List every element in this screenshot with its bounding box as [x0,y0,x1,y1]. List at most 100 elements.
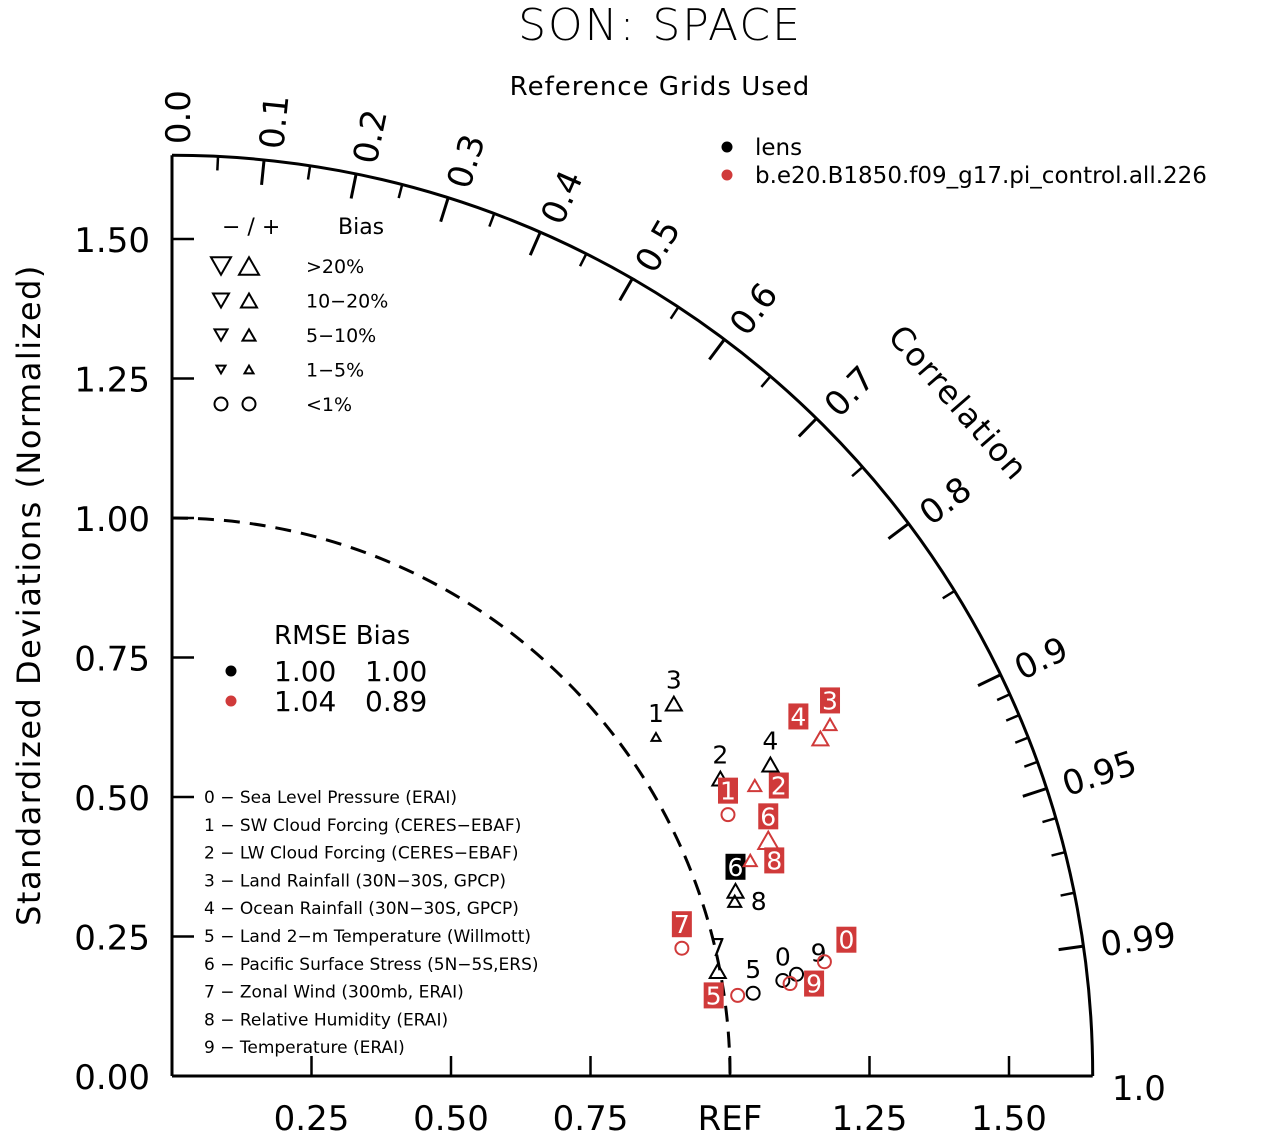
data-point-marker [649,731,663,742]
data-point-label-box [725,853,746,880]
data-point-label: 4 [790,702,806,731]
data-point-label-box [804,970,825,997]
case-legend-item: 7 − Zonal Wind (300mb, ERAI) [204,983,464,1003]
data-point-label: 7 [674,910,690,939]
series-legend-name: b.e20.B1850.f09_g17.pi_control.all.226 [755,163,1207,189]
data-point-label: 9 [806,970,822,999]
corr-major-tick [260,159,266,186]
data-point-label: 2 [771,772,787,801]
corr-minor-tick [942,589,956,600]
data-point-label: 1 [720,777,736,806]
corr-major-tick [887,522,910,540]
bias-legend-up-triangle-icon [237,255,261,276]
bias-legend-down-triangle-icon [213,396,229,412]
corr-minor-tick [306,165,312,180]
case-legend-item: 1 − SW Cloud Forcing (CERES−EBAF) [204,816,521,836]
corr-minor-tick [397,184,404,199]
stats-legend-bias: 1.00 [365,655,427,688]
corr-major-tick [439,197,450,223]
data-point-label: 6 [728,853,744,882]
corr-tick-label: 0.95 [1057,743,1141,805]
corr-major-tick [1058,944,1084,952]
corr-minor-tick [1023,760,1038,768]
corr-tick-label: 0.9 [1008,629,1074,689]
chart-subtitle: Reference Grids Used [510,72,811,102]
data-point-marker [810,729,831,747]
y-tick-label: 1.50 [74,221,150,261]
corr-tick-label: 0.5 [627,213,689,280]
corr-tick-label: 0.0 [159,90,199,144]
data-point-label: 0 [838,926,854,955]
stats-legend-bias: 0.89 [365,685,427,718]
data-point-label-box [768,772,789,799]
corr-minor-tick [1042,817,1057,824]
correlation-label: Correlation [881,318,1036,489]
data-point-marker [664,694,684,712]
corr-major-tick [797,417,818,438]
corr-tick-label: 0.6 [722,276,786,343]
case-legend-item: 4 − Ocean Rainfall (30N−30S, GPCP) [204,899,519,919]
correlation-arc [171,153,1095,1077]
x-tick-label: REF [698,1099,763,1135]
data-point-label: 4 [762,726,778,755]
corr-major-tick [1022,787,1048,798]
corr-minor-tick [1014,736,1029,744]
data-point-label: 5 [706,981,722,1010]
case-legend-item: 8 − Relative Humidity (ERAI) [204,1010,448,1030]
bias-legend-up-triangle-icon [240,327,258,342]
bias-legend-up-triangle-icon [242,363,256,375]
corr-tick-label: 0.1 [252,93,297,151]
corr-minor-tick [669,306,680,320]
data-point-marker [746,777,764,793]
data-point-label: 6 [760,802,776,831]
bias-legend-class: 5−10% [306,325,376,347]
x-tick-label: 1.50 [971,1099,1047,1135]
data-point-marker [745,985,761,1001]
stats-legend-dot-icon [225,695,237,707]
y-tick-label: 0.75 [74,640,150,680]
stats-legend-rmse: 1.00 [274,655,336,688]
corr-minor-tick [1051,850,1066,857]
case-legend-item: 3 − Land Rainfall (30N−30S, GPCP) [204,871,506,891]
stats-legend-dot-icon [225,665,237,677]
data-point-label: 5 [745,955,761,984]
bias-legend-class: 1−5% [306,360,364,382]
bias-legend-down-triangle-icon [209,256,233,277]
case-legend-item: 9 − Temperature (ERAI) [204,1038,405,1058]
data-point-label: 8 [751,887,767,916]
data-point-marker [742,852,759,868]
chart-title: SON: SPACE [518,0,802,51]
bias-legend-sign-header: − / + [222,215,280,240]
bias-legend-down-triangle-icon [214,364,228,376]
case-legend-item: 5 − Land 2−m Temperature (Willmott) [204,927,531,947]
x-tick-label: 0.25 [274,1099,350,1135]
data-point-label-box [836,926,857,953]
case-legend-item: 6 − Pacific Surface Stress (5N−5S,ERS) [204,955,539,975]
stats-legend-rmse: 1.04 [274,685,336,718]
series-legend-dot-icon [721,169,733,181]
x-tick-label: 0.75 [553,1099,629,1135]
data-point-label-box [788,703,809,730]
data-point-label: 9 [811,938,827,967]
data-point-label-box [703,982,724,1009]
data-point-label-box [717,777,738,804]
y-tick-label: 0.50 [74,779,150,819]
stats-legend-header: RMSE Bias [274,621,410,651]
corr-minor-tick [216,156,220,171]
corr-minor-tick [1060,891,1075,897]
series-legend-dot-icon [721,141,733,153]
corr-major-tick [618,277,634,302]
bias-legend-class: <1% [306,394,352,416]
data-point-marker [730,987,746,1003]
data-point-marker [760,755,781,773]
data-point-marker [821,716,839,732]
data-point-marker [674,940,690,956]
corr-minor-tick [851,466,864,478]
corr-tick-label: 0.7 [817,359,883,426]
data-point-label: 8 [766,846,782,875]
bias-legend-class: 10−20% [306,291,388,313]
case-legend-item: 0 − Sea Level Pressure (ERAI) [204,788,457,808]
data-point-label-box [820,687,841,714]
data-point-marker [708,962,728,979]
